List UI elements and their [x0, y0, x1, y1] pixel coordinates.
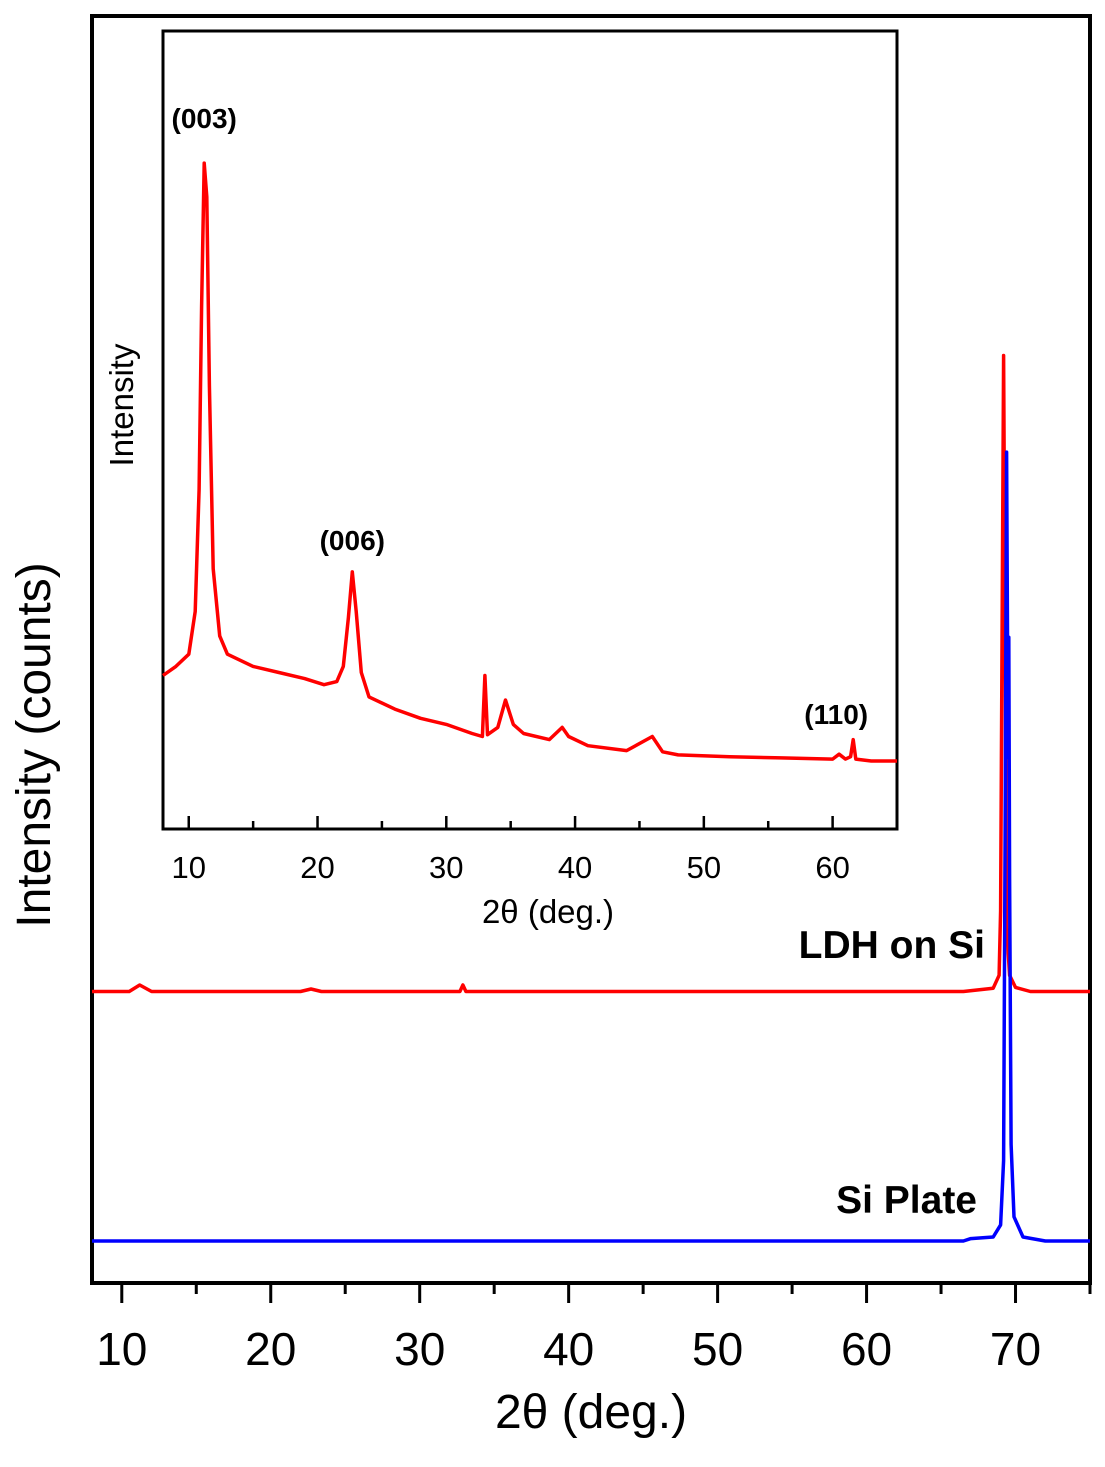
inset-x-tick-label: 20 [300, 850, 334, 885]
main-x-tick-label: 20 [245, 1323, 296, 1375]
main-x-tick-label: 70 [990, 1323, 1041, 1375]
main-y-axis-label: Intensity (counts) [8, 562, 61, 927]
inset-x-tick-label: 10 [172, 850, 206, 885]
peak-label: (003) [172, 103, 237, 134]
inset-peak-labels: (003) (006) (110) [172, 103, 869, 730]
main-plot-frame [90, 14, 1092, 1285]
inset-plot-frame [161, 29, 899, 831]
main-x-tick-label: 10 [96, 1323, 147, 1375]
series-label-si-plate: Si Plate [836, 1179, 977, 1222]
peak-label: (006) [320, 525, 385, 556]
main-x-tick-labels: 10 20 30 40 50 60 70 [96, 1323, 1041, 1375]
inset-series-lines [161, 161, 897, 763]
inset-x-tick-label: 60 [815, 850, 849, 885]
main-x-tick-label: 40 [543, 1323, 594, 1375]
main-series-lines [92, 353, 1090, 1243]
inset-series-line [161, 161, 897, 763]
inset-x-ticks [187, 816, 899, 829]
main-x-ticks [120, 1283, 1092, 1303]
main-x-tick-label: 60 [841, 1323, 892, 1375]
series-label-ldh-on-si: LDH on Si [799, 924, 985, 967]
series-line-si-plate [92, 450, 1090, 1243]
inset-x-tick-label: 40 [558, 850, 592, 885]
series-line-ldh-on-si [92, 353, 1090, 994]
peak-label: (110) [804, 699, 868, 730]
inset-y-axis-label: Intensity [103, 343, 140, 466]
main-x-tick-label: 30 [394, 1323, 445, 1375]
inset-x-tick-label: 30 [429, 850, 463, 885]
inset-x-tick-labels: 10 20 30 40 50 60 [172, 850, 850, 885]
main-x-axis-label: 2θ (deg.) [495, 1386, 687, 1439]
inset-x-axis-label: 2θ (deg.) [482, 893, 614, 930]
main-x-tick-label: 50 [692, 1323, 743, 1375]
inset-x-tick-label: 50 [687, 850, 721, 885]
